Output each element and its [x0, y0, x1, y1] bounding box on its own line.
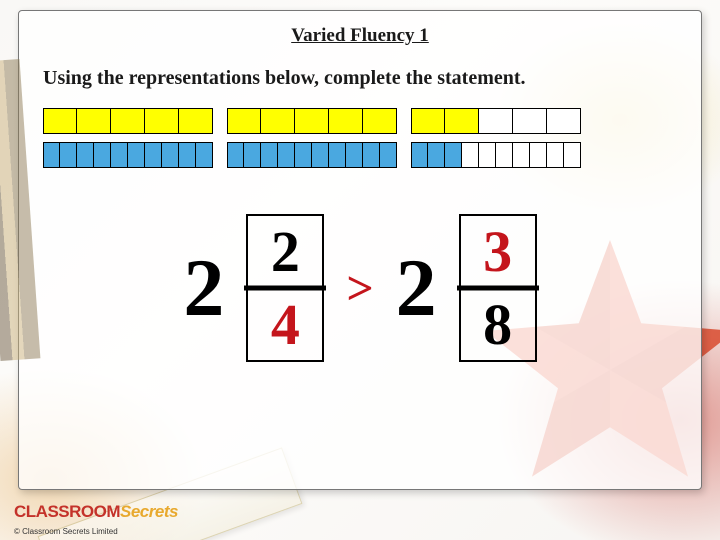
bar-cell — [43, 108, 77, 134]
right-fraction: 3 8 — [459, 214, 537, 362]
bar-cell — [479, 108, 513, 134]
bar-cell — [513, 142, 530, 168]
bar-cell — [111, 142, 128, 168]
bar-cell — [295, 142, 312, 168]
bar-group — [227, 142, 397, 168]
bar-cell — [346, 142, 363, 168]
bar-cell — [496, 142, 513, 168]
bar-group — [227, 108, 397, 134]
bar-cell — [162, 142, 179, 168]
right-whole: 2 — [396, 247, 437, 329]
bar-cell — [179, 108, 213, 134]
bar-group — [43, 142, 213, 168]
bar-cell — [128, 142, 145, 168]
bar-cell — [445, 108, 479, 134]
bar-cell — [278, 142, 295, 168]
bar-cell — [196, 142, 213, 168]
logo-word-2: Secrets — [120, 502, 178, 521]
bar-cell — [111, 108, 145, 134]
bar-cell — [564, 142, 581, 168]
bar-cell — [312, 142, 329, 168]
bar-cell — [530, 142, 547, 168]
right-denominator: 8 — [459, 288, 537, 362]
bar-group — [43, 108, 213, 134]
bar-cell — [77, 108, 111, 134]
bar-cell — [77, 142, 94, 168]
bar-cell — [547, 142, 564, 168]
bar-group — [411, 108, 581, 134]
bar-cell — [329, 142, 346, 168]
slide-title: Varied Fluency 1 — [37, 25, 683, 47]
bar-cell — [462, 142, 479, 168]
bar-cell — [43, 142, 60, 168]
bar-cell — [261, 142, 278, 168]
left-fraction: 2 4 — [246, 214, 324, 362]
bar-cell — [411, 142, 428, 168]
bar-cell — [411, 108, 445, 134]
bar-cell — [244, 142, 261, 168]
comparison-statement: 2 2 4 > 2 3 8 — [37, 214, 683, 362]
bar-cell — [227, 142, 244, 168]
copyright-text: © Classroom Secrets Limited — [14, 527, 118, 536]
bar-cell — [513, 108, 547, 134]
left-denominator: 4 — [246, 288, 324, 362]
content-card: Varied Fluency 1 Using the representatio… — [18, 10, 702, 490]
bar-cell — [145, 108, 179, 134]
bar-row-tenths — [43, 142, 683, 168]
instruction-text: Using the representations below, complet… — [43, 67, 683, 90]
bar-row-fifths — [43, 108, 683, 134]
bar-models — [43, 108, 683, 168]
logo-word-1: CLASSROOM — [14, 502, 120, 521]
bar-cell — [261, 108, 295, 134]
bar-cell — [295, 108, 329, 134]
comparator: > — [346, 261, 373, 316]
bar-cell — [363, 108, 397, 134]
bar-group — [411, 142, 581, 168]
bar-cell — [60, 142, 77, 168]
bar-cell — [329, 108, 363, 134]
bar-cell — [428, 142, 445, 168]
bar-cell — [179, 142, 196, 168]
brand-logo: CLASSROOMSecrets — [14, 502, 178, 522]
bar-cell — [145, 142, 162, 168]
bar-cell — [94, 142, 111, 168]
bar-cell — [547, 108, 581, 134]
bar-cell — [479, 142, 496, 168]
right-numerator: 3 — [459, 214, 537, 288]
fraction-bar — [457, 286, 539, 291]
left-numerator: 2 — [246, 214, 324, 288]
bar-cell — [363, 142, 380, 168]
bar-cell — [380, 142, 397, 168]
bar-cell — [445, 142, 462, 168]
left-whole: 2 — [183, 247, 224, 329]
bar-cell — [227, 108, 261, 134]
slide-background: Varied Fluency 1 Using the representatio… — [0, 0, 720, 540]
fraction-bar — [244, 286, 326, 291]
